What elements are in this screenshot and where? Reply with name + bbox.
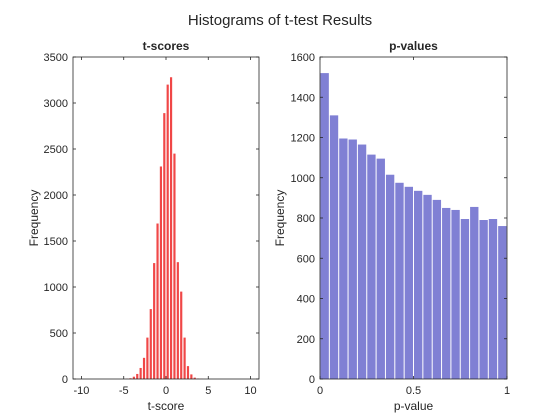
- p-values-bar: [498, 226, 507, 379]
- p-values-bar: [451, 209, 460, 379]
- t-scores-y-tick-label: 3500: [44, 52, 68, 64]
- t-scores-y-tick-label: 0: [62, 374, 68, 386]
- t-scores-x-tick-label: -5: [119, 385, 129, 397]
- p-values-y-tick-label: 200: [297, 334, 315, 346]
- p-values-bars: [320, 73, 507, 380]
- t-scores-y-tick-label: 1500: [44, 236, 68, 248]
- p-values-bar: [488, 219, 498, 379]
- p-values-y-tick-label: 1600: [291, 52, 315, 64]
- t-scores-bars: [126, 77, 203, 380]
- t-scores-bar: [166, 84, 169, 379]
- t-scores-bar: [169, 77, 173, 380]
- p-values-bar: [348, 139, 357, 379]
- figure-title: Histograms of t-test Results: [188, 12, 372, 29]
- t-scores-y-axis-label: Frequency: [27, 190, 41, 247]
- p-values-bar: [395, 182, 404, 379]
- p-values-y-tick-label: 0: [309, 374, 315, 386]
- p-values-y-tick-label: 1400: [291, 92, 315, 104]
- p-values-y-tick-label: 400: [297, 294, 315, 306]
- p-values-bar: [404, 186, 413, 379]
- t-scores-bar: [173, 153, 176, 379]
- t-scores-bar: [139, 367, 142, 379]
- t-scores-bar: [132, 376, 135, 379]
- p-values-bar: [414, 190, 423, 379]
- t-scores-bar: [186, 366, 190, 379]
- t-scores-bar: [136, 373, 139, 379]
- p-values-bar: [423, 194, 432, 379]
- p-values-bar: [470, 206, 479, 379]
- t-scores-x-tick-label: 0: [163, 385, 169, 397]
- t-scores-bar: [153, 263, 156, 379]
- t-scores-y-tick-label: 1000: [44, 282, 68, 294]
- p-values-y-axis-label: Frequency: [273, 190, 287, 247]
- t-scores-y-tick-label: 500: [50, 328, 68, 340]
- p-values-bar: [385, 174, 395, 379]
- p-values-x-ticks: 0 0.5 1: [317, 57, 510, 397]
- p-values-y-tick-label: 800: [297, 213, 315, 225]
- t-scores-y-tick-label: 3000: [44, 98, 68, 110]
- p-values-axes: 0 0.5 102004006008001000120014001600p-valu…: [273, 39, 510, 413]
- p-values-x-tick-label: 1: [504, 385, 510, 397]
- t-scores-bar: [149, 309, 152, 379]
- p-values-y-tick-label: 1200: [291, 133, 315, 145]
- p-values-title: p-values: [389, 39, 438, 53]
- t-scores-bar: [159, 166, 163, 379]
- t-scores-x-tick-label: -10: [74, 385, 90, 397]
- t-scores-bar: [163, 113, 166, 380]
- p-values-bar: [376, 158, 385, 379]
- t-scores-x-ticks: -10 -5 0 5 10: [74, 57, 257, 397]
- t-scores-bar: [146, 337, 149, 379]
- t-scores-y-tick-label: 2500: [44, 144, 68, 156]
- t-scores-bar: [176, 262, 179, 379]
- p-values-y-tick-label: 1000: [291, 173, 315, 185]
- t-scores-bar: [142, 357, 146, 379]
- p-values-y-ticks: 0 200 400 600 800 1000 1200 1400 1600: [291, 52, 507, 386]
- p-values-x-tick-label: 0.5: [406, 385, 421, 397]
- p-values-bar: [339, 138, 348, 379]
- t-scores-axes: -10 -5 0 5 10 0 500 1000 1500 2000 2500 3000 3500 t-s…: [27, 39, 260, 413]
- p-values-bar: [432, 199, 442, 379]
- p-values-x-tick-label: 0: [317, 385, 323, 397]
- p-values-bar: [442, 207, 451, 379]
- t-scores-y-tick-label: 2000: [44, 190, 68, 202]
- p-values-bar: [367, 154, 376, 379]
- t-scores-x-axis-label: t-score: [148, 399, 185, 413]
- p-values-bar: [460, 219, 470, 379]
- t-scores-bar: [183, 337, 186, 379]
- t-scores-x-tick-label: 10: [244, 385, 256, 397]
- t-scores-y-ticks: 0 500 1000 1500 2000 2500 3000 3500: [44, 52, 259, 386]
- p-values-x-axis-label: p-value: [394, 399, 434, 413]
- t-scores-bar: [193, 377, 196, 379]
- p-values-bar: [329, 115, 339, 380]
- t-scores-bar: [180, 291, 183, 379]
- p-values-bar: [320, 73, 329, 379]
- t-scores-bar: [156, 223, 159, 379]
- t-scores-title: t-scores: [143, 39, 190, 53]
- p-values-y-tick-label: 600: [297, 253, 315, 265]
- p-values-bar: [357, 144, 367, 379]
- p-values-bar: [479, 220, 488, 379]
- t-scores-bar: [190, 374, 193, 379]
- t-scores-x-tick-label: 5: [205, 385, 211, 397]
